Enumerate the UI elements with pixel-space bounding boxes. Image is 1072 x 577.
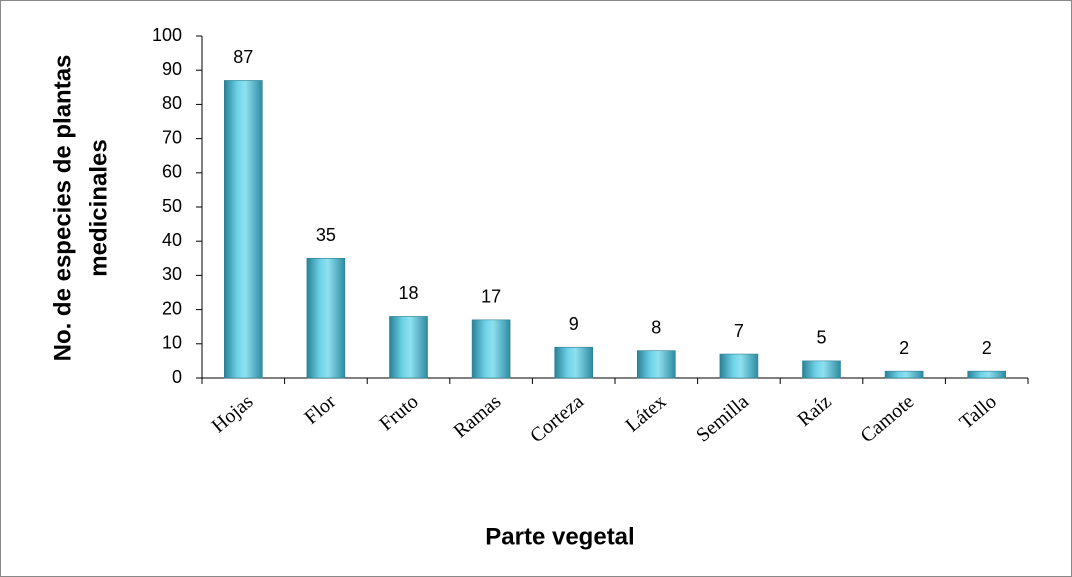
bar [554,346,594,379]
value-label: 17 [481,287,501,307]
value-label: 35 [316,225,336,245]
bar [636,350,676,379]
y-axis-title: medicinales [85,139,112,276]
y-tick-label: 80 [162,93,182,113]
y-tick-label: 10 [162,333,182,353]
bar [802,360,841,379]
y-tick-label: 30 [162,264,182,284]
value-label: 5 [816,328,826,348]
y-tick-label: 0 [172,367,182,387]
y-axis-title: No. de especies de plantas [49,55,76,362]
bar [967,370,1007,379]
value-label: 87 [233,47,253,67]
value-label: 9 [569,314,579,334]
y-tick-label: 90 [162,59,182,79]
y-tick-label: 100 [152,25,182,45]
value-label: 2 [899,338,909,358]
y-tick-label: 20 [162,298,182,318]
bar [719,353,759,379]
bar [389,316,428,379]
y-tick-label: 40 [162,230,182,250]
value-label: 8 [651,317,661,337]
value-label: 2 [982,338,992,358]
x-axis-title: Parte vegetal [485,523,634,550]
bar [224,80,263,379]
y-tick-label: 70 [162,127,182,147]
y-tick-label: 50 [162,196,182,216]
value-label: 18 [398,283,418,303]
bar [884,370,924,379]
bar [306,257,346,379]
value-label: 7 [734,321,744,341]
bar [471,319,511,379]
y-tick-label: 60 [162,162,182,182]
